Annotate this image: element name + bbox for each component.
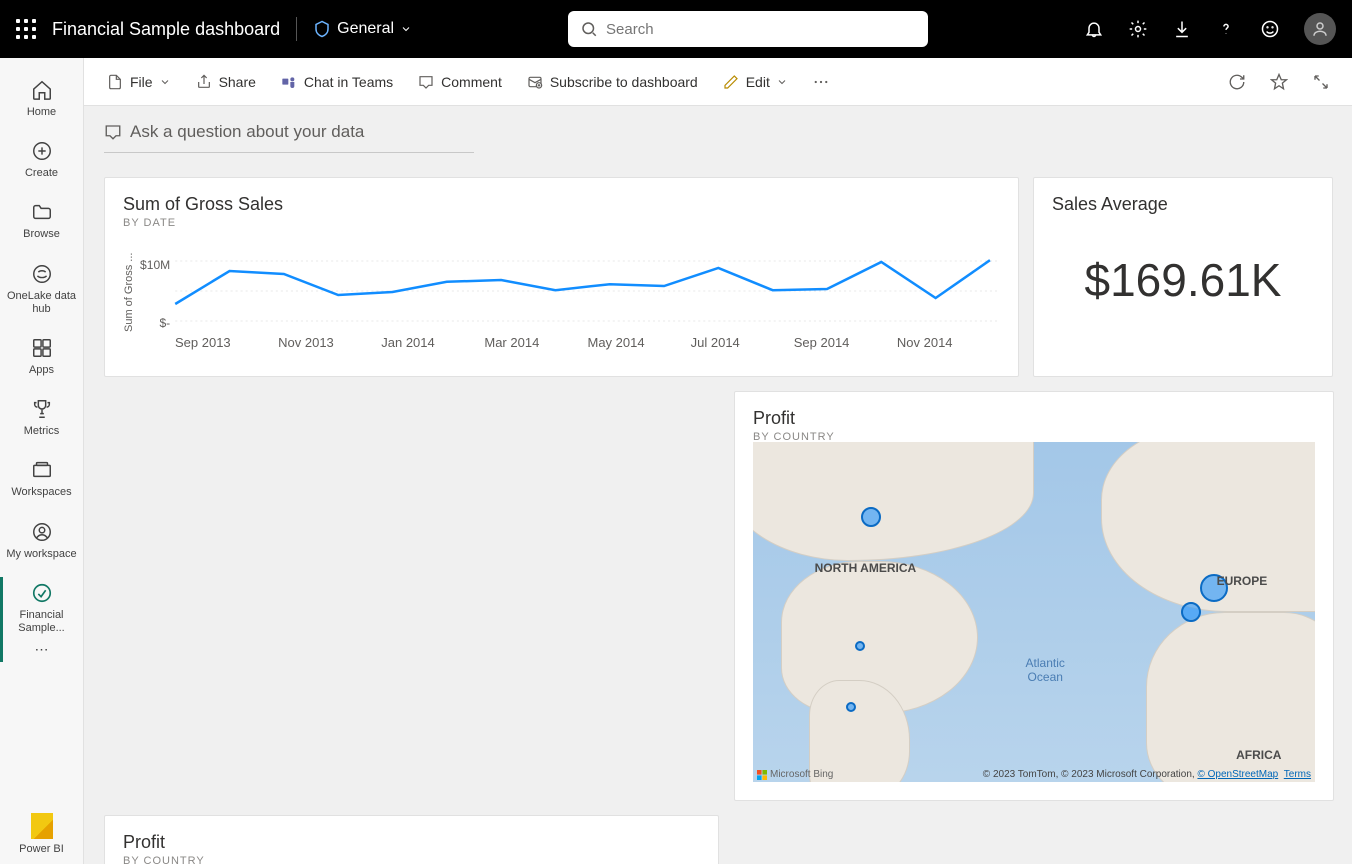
search-icon [580,20,598,38]
nav-label: Workspaces [11,486,71,499]
nav-label: OneLake data hub [4,290,79,316]
chat-icon [104,123,122,141]
chat-button[interactable]: Chat in Teams [270,67,403,97]
gear-icon[interactable] [1128,19,1148,39]
tile-subtitle: BY COUNTRY [123,855,700,864]
workspaces-icon [30,458,54,482]
waffle-icon[interactable] [16,19,36,39]
map-canvas: Microsoft Bing © 2023 TomTom, © 2023 Mic… [753,442,1315,782]
avatar-icon [30,520,54,544]
line-chart: $10M $- [135,241,1000,331]
plus-circle-icon [30,139,54,163]
top-actions [1084,13,1336,45]
bell-icon[interactable] [1084,19,1104,39]
favorite-button[interactable] [1260,67,1298,97]
chevron-down-icon [400,23,412,35]
nav-item-onelake[interactable]: OneLake data hub [0,254,83,324]
tile-sales-average[interactable]: Sales Average $169.61K [1033,177,1333,377]
nav-item-home[interactable]: Home [0,70,83,127]
map-label: AtlanticOcean [1026,656,1065,684]
map-attribution-left: Microsoft Bing [757,769,833,780]
avatar[interactable] [1304,13,1336,45]
sensitivity-label[interactable]: General [313,20,412,38]
person-icon [1311,20,1329,38]
search-input[interactable] [606,21,916,38]
workspace: Ask a question about your data Sum of Gr… [84,106,1352,864]
left-nav: Home Create Browse OneLake data hub Apps Metr… [0,58,84,864]
fullscreen-button[interactable] [1302,67,1340,97]
tile-gross-sales[interactable]: Sum of Gross Sales BY DATE Sum of Gross … [104,177,1019,377]
toolbar: File Share Chat in Teams Comment Subscri… [84,58,1352,106]
map-bubble [861,507,881,527]
apps-icon [30,336,54,360]
qna-input[interactable]: Ask a question about your data [104,122,474,153]
home-icon [30,78,54,102]
tile-profit-map[interactable]: Profit BY COUNTRY Microsoft Bing [734,391,1334,801]
tile-subtitle: BY DATE [123,217,1000,229]
map-label: AFRICA [1236,748,1281,762]
divider [296,17,297,41]
nav-item-folder[interactable]: Browse [0,192,83,249]
onelake-icon [30,262,54,286]
nav-item-plus-circle[interactable]: Create [0,131,83,188]
report-icon [30,581,54,605]
edit-button[interactable]: Edit [712,67,798,97]
nav-item-powerbi[interactable]: Power BI [0,805,83,864]
more-button[interactable] [802,67,840,97]
trophy-icon [30,397,54,421]
tile-title: Sales Average [1052,194,1314,215]
nav-label: Metrics [24,425,59,438]
share-button[interactable]: Share [185,67,266,97]
download-icon[interactable] [1172,19,1192,39]
shield-icon [313,20,331,38]
bing-icon [757,770,767,780]
top-bar: Financial Sample dashboard General [0,0,1352,58]
map-bubble [1181,602,1201,622]
nav-item-apps[interactable]: Apps [0,328,83,385]
nav-item-workspaces[interactable]: Workspaces [0,450,83,507]
page-title: Financial Sample dashboard [52,19,280,40]
refresh-button[interactable] [1218,67,1256,97]
nav-item-trophy[interactable]: Metrics [0,389,83,446]
search-box[interactable] [568,11,928,47]
smiley-icon[interactable] [1260,19,1280,39]
map-label: EUROPE [1217,574,1268,588]
nav-label: Home [27,106,56,119]
nav-label: Browse [23,228,60,241]
sensitivity-text: General [337,20,394,38]
terms-link[interactable]: Terms [1284,769,1311,780]
kpi-value: $169.61K [1085,253,1282,307]
nav-label: Create [25,167,58,180]
osm-link[interactable]: © OpenStreetMap [1197,769,1278,780]
svg-text:$10M: $10M [140,258,170,272]
map-label: NORTH AMERICA [815,561,917,575]
svg-text:$-: $- [159,316,170,330]
comment-button[interactable]: Comment [407,67,512,97]
nav-item-avatar[interactable]: My workspace [0,512,83,569]
folder-icon [30,200,54,224]
nav-item-report[interactable]: Financial Sample...⋯ [0,573,83,666]
nav-label: Apps [29,364,54,377]
map-attribution-right: © 2023 TomTom, © 2023 Microsoft Corporat… [983,769,1311,780]
map-bubble [855,641,865,651]
subscribe-button[interactable]: Subscribe to dashboard [516,67,708,97]
qna-placeholder: Ask a question about your data [130,122,364,142]
tile-title: Profit [123,832,700,853]
x-axis-labels: Sep 2013Nov 2013Jan 2014Mar 2014May 2014… [135,335,1000,350]
tile-title: Profit [753,408,1315,429]
tile-title: Sum of Gross Sales [123,194,1000,215]
nav-label: Financial Sample... [4,609,79,635]
file-button[interactable]: File [96,67,181,97]
map-bubble [846,702,856,712]
nav-label: My workspace [6,548,76,561]
tile-profit-bar[interactable]: Profit BY COUNTRY Country FranceGermanyC… [104,815,719,864]
powerbi-icon [31,813,53,839]
help-icon[interactable] [1216,19,1236,39]
y-axis-label: Sum of Gross ... [123,235,135,350]
